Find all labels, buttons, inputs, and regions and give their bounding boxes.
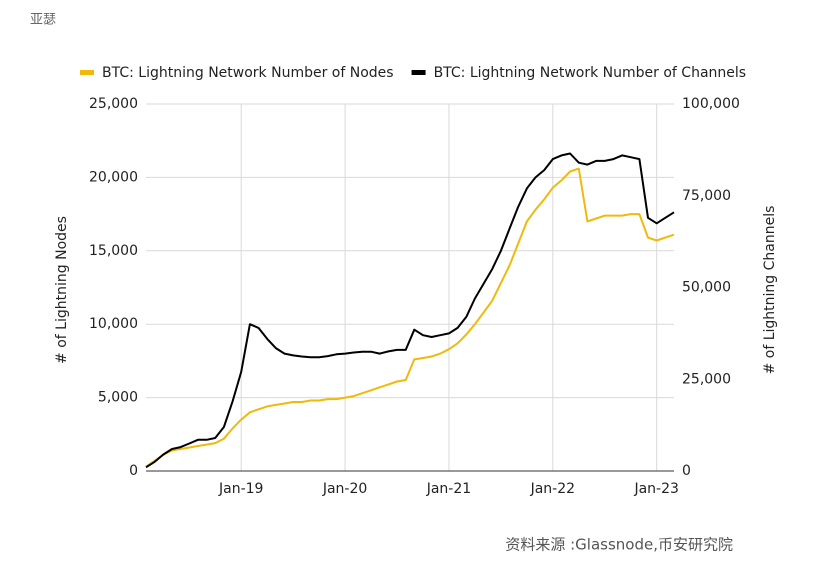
- series-line: [145, 152, 675, 469]
- legend-swatch: [80, 70, 94, 75]
- y2-tick-label: 0: [682, 463, 691, 479]
- y2-tick-label: 25,000: [682, 371, 731, 387]
- y2-tick-label: 100,000: [682, 96, 740, 112]
- x-tick-label: Jan-21: [426, 481, 471, 497]
- legend-label: BTC: Lightning Network Number of Channel…: [434, 65, 747, 81]
- legend-label: BTC: Lightning Network Number of Nodes: [102, 65, 394, 81]
- y2-axis-title: # of Lightning Channels: [762, 206, 778, 375]
- y-tick-label: 20,000: [89, 169, 138, 185]
- source: 资料来源 :Glassnode,币安研究院: [505, 536, 733, 554]
- x-tick-label: Jan-22: [530, 481, 575, 497]
- y-tick-label: 15,000: [89, 243, 138, 259]
- y-axis-title: # of Lightning Nodes: [54, 216, 70, 364]
- y2-tick-label: 50,000: [682, 280, 731, 296]
- y-tick-label: 0: [129, 463, 138, 479]
- legend-swatch: [411, 70, 426, 75]
- author: 亚瑟: [30, 13, 56, 28]
- x-tick-label: Jan-19: [218, 481, 263, 497]
- x-tick-label: Jan-20: [322, 481, 367, 497]
- x-tick-label: Jan-23: [633, 481, 678, 497]
- y-tick-label: 25,000: [89, 96, 138, 112]
- y2-tick-label: 75,000: [682, 188, 731, 204]
- y-tick-label: 5,000: [98, 390, 138, 406]
- y-tick-label: 10,000: [89, 316, 138, 332]
- series-line: [145, 167, 675, 468]
